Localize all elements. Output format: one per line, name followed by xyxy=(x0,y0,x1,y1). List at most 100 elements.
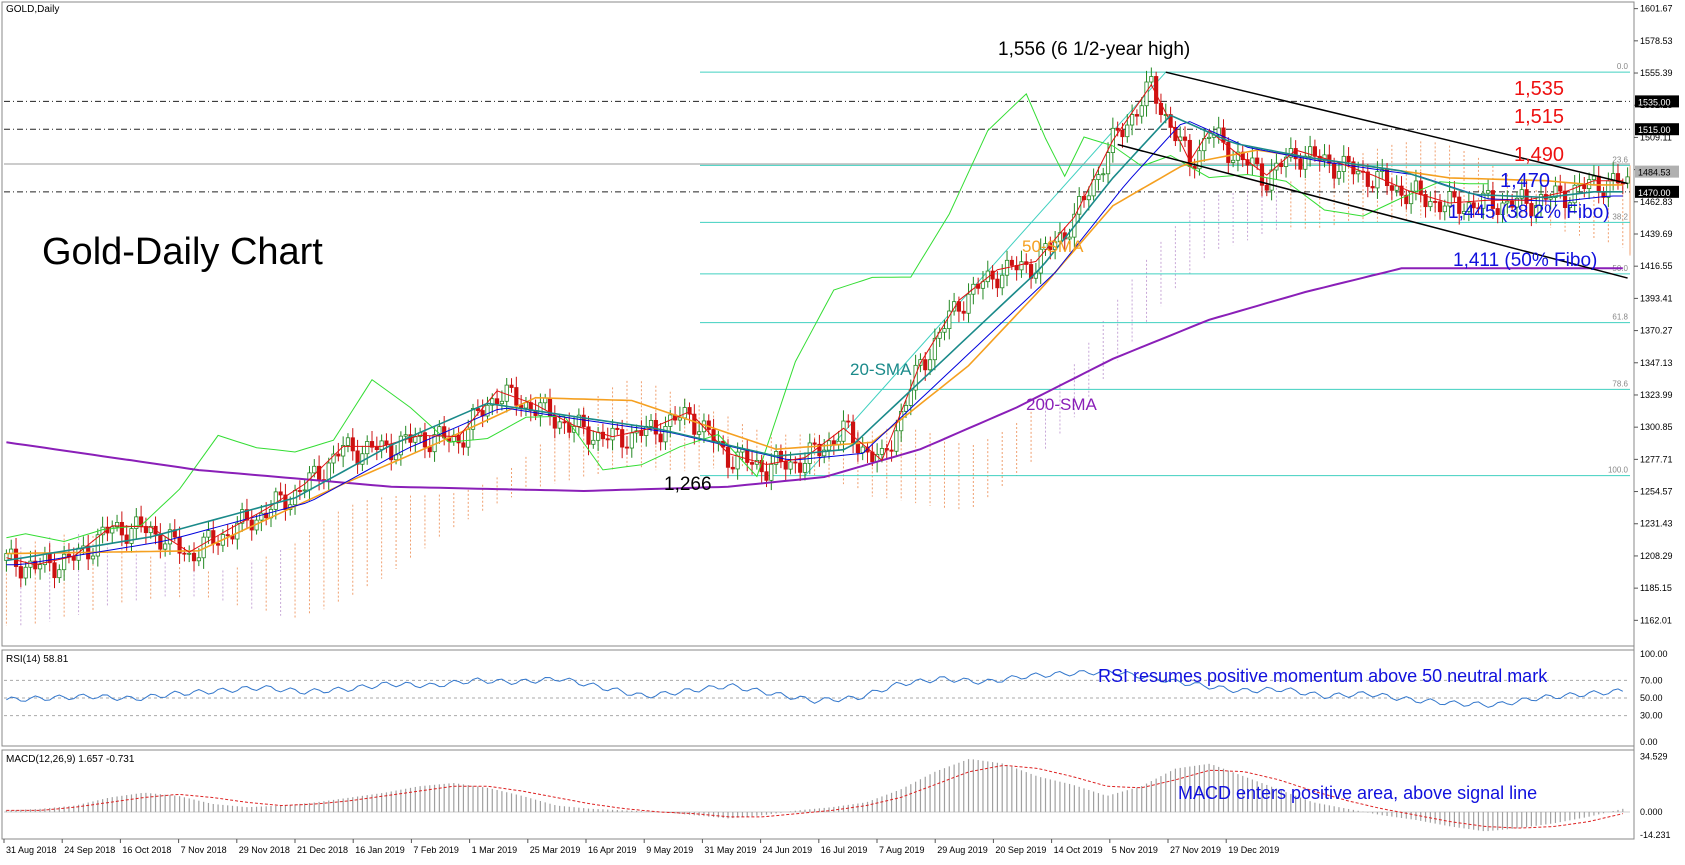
kijun-line xyxy=(6,121,1623,566)
candle-body xyxy=(591,439,596,445)
candle-body xyxy=(1591,175,1597,181)
x-tick-label: 19 Dec 2019 xyxy=(1228,845,1279,855)
candle-body xyxy=(259,512,264,521)
support-1411-label: 1,411 (50% Fibo) xyxy=(1453,250,1597,271)
x-tick-label: 7 Aug 2019 xyxy=(879,845,925,855)
candle-body xyxy=(1370,186,1375,189)
candle-body xyxy=(206,530,211,538)
low-annotation: 1,266 xyxy=(664,474,712,495)
candle-body xyxy=(1086,195,1091,201)
candle-body xyxy=(124,534,129,544)
candle-body xyxy=(648,419,654,427)
candle-body xyxy=(215,543,221,546)
y-tick-label: 1300.85 xyxy=(1640,422,1673,432)
y-tick-label: 1254.57 xyxy=(1640,487,1673,497)
candle-body xyxy=(1519,189,1524,199)
y-tick-label: 1439.69 xyxy=(1640,229,1673,239)
symbol-label: GOLD,Daily xyxy=(6,4,59,15)
candle-body xyxy=(600,431,606,440)
rsi-line xyxy=(6,669,1624,708)
channel-lower-line xyxy=(1117,143,1628,279)
sma20-label: 20-SMA xyxy=(850,360,912,379)
candle-body xyxy=(947,310,952,330)
candle-body xyxy=(745,448,750,463)
sma50-label: 50-SMA xyxy=(1022,237,1084,256)
candle-body xyxy=(942,328,947,333)
candle-body xyxy=(1514,197,1520,208)
candle-body xyxy=(1096,174,1101,180)
candle-body xyxy=(1163,114,1168,116)
rsi-tick-label: 100.00 xyxy=(1640,649,1668,659)
candle-body xyxy=(1534,205,1539,217)
candle-body xyxy=(23,566,28,579)
candle-body xyxy=(764,471,769,481)
candle-body xyxy=(384,440,389,446)
candle-body xyxy=(749,462,755,465)
candle-body xyxy=(374,446,379,451)
support-1445-label: 1,445 (38.2% Fibo) xyxy=(1448,202,1610,223)
candle-body xyxy=(629,432,634,449)
candle-body xyxy=(701,420,707,433)
candle-body xyxy=(879,448,885,455)
candle-body xyxy=(610,427,615,441)
chikou-line xyxy=(6,93,1489,543)
channel-upper-line xyxy=(1165,71,1628,185)
candle-body xyxy=(1067,236,1072,240)
fibo-label: 0.0 xyxy=(1617,62,1629,71)
candle-body xyxy=(913,364,918,391)
candle-body xyxy=(187,552,192,555)
fibo-label: 61.8 xyxy=(1612,313,1628,322)
candle-body xyxy=(365,441,370,455)
y-tick-label: 1601.67 xyxy=(1640,4,1673,14)
y-tick-label: 1509.11 xyxy=(1640,132,1672,142)
x-tick-label: 9 May 2019 xyxy=(646,845,693,855)
candle-body xyxy=(995,278,1000,289)
candle-body xyxy=(1447,191,1452,207)
candle-body xyxy=(596,431,601,441)
candle-body xyxy=(1548,197,1553,200)
candle-body xyxy=(1409,190,1414,205)
candle-body xyxy=(1226,141,1231,163)
sma200-line xyxy=(6,267,1623,493)
candle-body xyxy=(846,420,851,423)
price-label-text: 1484.53 xyxy=(1638,168,1671,178)
macd-pane-frame xyxy=(1,749,1635,840)
candle-body xyxy=(235,522,240,540)
price-label-box xyxy=(1635,185,1679,198)
candle-body xyxy=(1130,114,1135,126)
x-tick-label: 5 Nov 2019 xyxy=(1112,845,1158,855)
candle-body xyxy=(692,413,697,435)
candle-body xyxy=(1303,155,1308,170)
main-pane-frame xyxy=(1,1,1635,647)
candle-body xyxy=(658,433,663,443)
candle-body xyxy=(1505,200,1510,204)
candle-body xyxy=(379,440,384,451)
candle-body xyxy=(802,463,808,473)
candle-body xyxy=(1259,163,1265,186)
candle-body xyxy=(956,301,961,312)
resistance-1535-label: 1,535 xyxy=(1514,78,1564,100)
candle-body xyxy=(783,460,788,470)
candle-body xyxy=(4,553,9,561)
y-tick-label: 1208.29 xyxy=(1640,551,1673,561)
candle-body xyxy=(586,426,591,445)
candle-body xyxy=(576,414,581,427)
candle-body xyxy=(307,472,312,491)
candle-body xyxy=(687,407,692,415)
candle-body xyxy=(538,402,543,416)
y-tick-label: 1370.27 xyxy=(1640,326,1673,336)
resistance-1515-label: 1,515 xyxy=(1514,106,1564,128)
candle-body xyxy=(735,451,740,470)
candle-body xyxy=(1115,127,1120,131)
candle-body xyxy=(331,453,336,464)
macd-tick-label: 0.000 xyxy=(1640,807,1663,817)
y-tick-label: 1462.83 xyxy=(1640,197,1673,207)
candle-body xyxy=(1389,185,1394,191)
x-tick-label: 16 Jul 2019 xyxy=(821,845,868,855)
candle-body xyxy=(182,552,187,555)
candle-body xyxy=(37,564,43,570)
candle-body xyxy=(499,400,504,405)
y-tick-label: 1393.41 xyxy=(1640,293,1673,303)
x-tick-label: 16 Apr 2019 xyxy=(588,845,637,855)
